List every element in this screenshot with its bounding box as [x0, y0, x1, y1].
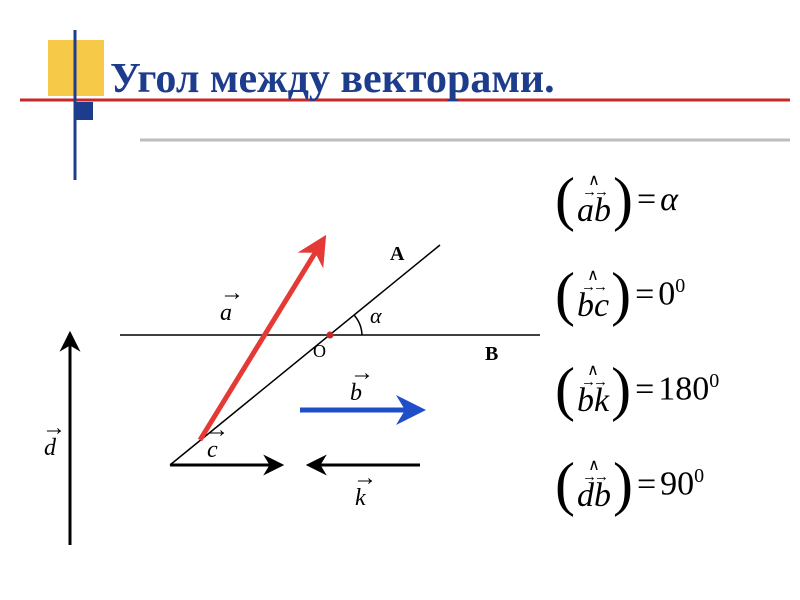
formula-bc: ( ∧ →→ bc ) = 00: [555, 260, 685, 329]
svg-text:d: d: [44, 435, 57, 461]
origin-dot: [327, 332, 334, 339]
origin-label: O: [313, 341, 326, 361]
formula-rhs: 180: [658, 371, 709, 408]
svg-text:b: b: [350, 380, 362, 406]
formula-db: ( ∧ →→ db ) = 900: [555, 450, 704, 519]
label-vec-k: → k: [353, 465, 377, 511]
label-A: A: [390, 243, 405, 265]
formula-vecs: bk: [577, 388, 609, 414]
angle-arc: [354, 315, 362, 335]
svg-text:a: a: [220, 300, 232, 326]
vector-diagram: α O A B → a → b → d → c → k: [40, 165, 560, 585]
formula-rhs: α: [660, 181, 678, 219]
label-vec-d: → d: [42, 415, 66, 461]
page-title: Угол между векторами.: [110, 55, 555, 103]
svg-text:c: c: [207, 437, 218, 463]
formula-rhs: 90: [660, 466, 694, 503]
angle-label: α: [370, 303, 382, 328]
formula-bk: ( ∧ →→ bk ) = 1800: [555, 355, 719, 424]
label-vec-b: → b: [350, 360, 374, 406]
label-vec-a: → a: [220, 280, 244, 326]
formula-ab: ( ∧ →→ ab ) = α: [555, 165, 678, 234]
formula-rhs: 0: [658, 276, 675, 313]
formula-vecs: ab: [577, 198, 611, 224]
formula-vecs: bc: [577, 293, 609, 319]
decor-blue-square: [75, 102, 93, 120]
label-B: B: [485, 343, 498, 365]
svg-text:k: k: [355, 485, 366, 511]
label-vec-c: → c: [205, 417, 229, 463]
formula-vecs: db: [577, 483, 611, 509]
